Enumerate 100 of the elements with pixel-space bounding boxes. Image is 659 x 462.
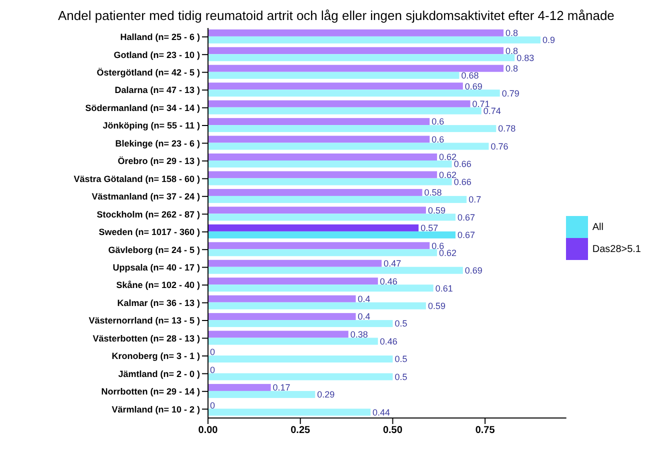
data-label: 0 <box>210 364 216 375</box>
data-label: 0.83 <box>516 52 534 63</box>
y-tick-label: Sweden (n= 1017 - 360 ) <box>98 227 200 238</box>
bar <box>208 330 348 338</box>
data-label: 0.4 <box>358 294 370 304</box>
bar <box>208 249 438 256</box>
bar <box>208 64 504 72</box>
y-tick-label: Västmanland (n= 37 - 24 ) <box>92 192 200 202</box>
data-label: 0.6 <box>432 116 444 127</box>
y-tick-label: Gotland (n= 23 - 10 ) <box>114 50 200 60</box>
y-tick-label: Norrbotten (n= 29 - 14 ) <box>101 386 200 397</box>
y-tick-label: Stockholm (n= 262 - 87 ) <box>96 209 200 220</box>
y-tick-label: Östergötland (n= 42 - 5 ) <box>96 68 200 78</box>
y-tick-label: Skåne (n= 102 - 40 ) <box>116 280 200 290</box>
bar <box>208 231 456 238</box>
data-label: 0.5 <box>394 354 408 364</box>
bar <box>208 171 438 178</box>
data-label: 0.44 <box>372 407 390 418</box>
bar <box>208 107 482 114</box>
chart-title: Andel patienter med tidig reumatoid artrit och låg eller ingen sjukdomsaktivitet efter 4-12 månade <box>57 8 616 25</box>
data-label: 0.59 <box>428 205 446 216</box>
bar <box>208 356 393 363</box>
bar <box>208 295 356 302</box>
data-label: 0.47 <box>384 258 402 269</box>
x-tick-label: 0.75 <box>475 425 496 436</box>
data-label: 0.61 <box>435 283 453 294</box>
bar <box>208 242 430 250</box>
bar <box>208 136 430 143</box>
data-label: 0.9 <box>542 35 555 46</box>
data-label: 0.57 <box>420 223 438 234</box>
data-label: 0.8 <box>506 64 518 74</box>
data-label: 0.8 <box>506 46 518 56</box>
bar <box>208 408 371 416</box>
y-tick-label: Västra Götaland (n= 158 - 60 ) <box>74 174 200 184</box>
y-tick-label: Kalmar (n= 36 - 13 ) <box>117 298 200 308</box>
bar <box>208 373 393 380</box>
data-label: 0.69 <box>464 266 482 276</box>
bar <box>208 72 460 79</box>
bar <box>208 82 463 90</box>
x-tick-label: 0.00 <box>198 425 218 436</box>
legend-label: All <box>592 222 604 232</box>
data-label: 0.7 <box>468 194 482 205</box>
data-label: 0.69 <box>464 81 482 92</box>
bar <box>208 100 470 108</box>
bar <box>208 384 271 391</box>
data-label: 0.68 <box>461 70 479 81</box>
bar <box>208 390 316 398</box>
data-label: 0.29 <box>317 390 335 400</box>
bar <box>208 278 378 285</box>
bar <box>208 29 504 36</box>
bar <box>208 54 515 62</box>
data-label: 0.59 <box>428 300 446 311</box>
bar <box>208 206 426 214</box>
y-tick-label: Dalarna (n= 47 - 13 ) <box>114 85 200 96</box>
y-tick-label: Gävleborg (n= 24 - 5 ) <box>108 244 200 255</box>
x-tick-label: 0.50 <box>382 425 403 436</box>
y-tick-label: Västerbotten (n= 28 - 13 ) <box>92 333 200 344</box>
bar <box>208 36 540 44</box>
y-tick-label: Halland (n= 25 - 6 ) <box>120 32 200 42</box>
bar <box>208 338 378 345</box>
bar <box>208 160 452 168</box>
data-label: 0.38 <box>350 329 368 340</box>
bar <box>208 302 426 310</box>
data-label: 0 <box>210 400 216 410</box>
y-tick-label: Örebro (n= 29 - 13 ) <box>118 156 200 166</box>
data-label: 0.58 <box>424 188 442 198</box>
y-tick-label: Västernorrland (n= 13 - 5 ) <box>88 316 200 326</box>
bar <box>208 320 393 328</box>
data-label: 0.79 <box>502 88 520 98</box>
y-tick-label: Blekinge (n= 23 - 6 ) <box>115 138 200 148</box>
data-label: 0.5 <box>394 372 408 382</box>
bar <box>208 188 422 196</box>
bar <box>208 214 456 221</box>
bar <box>208 125 496 132</box>
y-tick-label: Södermanland (n= 34 - 14 ) <box>85 102 200 113</box>
bar <box>208 313 356 320</box>
bar <box>208 196 467 203</box>
data-label: 0.76 <box>490 141 508 152</box>
data-label: 0.8 <box>506 28 518 38</box>
bar <box>208 178 452 186</box>
bar <box>208 142 489 150</box>
bar <box>208 90 500 97</box>
data-label: 0.67 <box>458 230 476 240</box>
data-label: 0.17 <box>272 382 290 393</box>
data-label: 0.46 <box>380 276 398 286</box>
data-label: 0.5 <box>394 318 408 329</box>
data-label: 0.46 <box>380 336 398 346</box>
data-label: 0 <box>210 347 216 358</box>
bar <box>208 260 382 267</box>
y-tick-label: Jämtland (n= 2 - 0 ) <box>118 368 200 379</box>
bar <box>208 284 434 292</box>
bar <box>208 224 419 232</box>
data-label: 0.6 <box>432 134 444 144</box>
bar <box>208 266 463 274</box>
y-tick-label: Jönköping (n= 55 - 11 ) <box>102 120 200 131</box>
y-tick-label: Värmland (n= 10 - 2 ) <box>112 404 200 414</box>
data-label: 0.67 <box>458 212 476 222</box>
y-tick-label: Kronoberg (n= 3 - 1 ) <box>112 351 200 362</box>
data-label: 0.4 <box>358 312 370 322</box>
data-label: 0.78 <box>498 124 516 134</box>
